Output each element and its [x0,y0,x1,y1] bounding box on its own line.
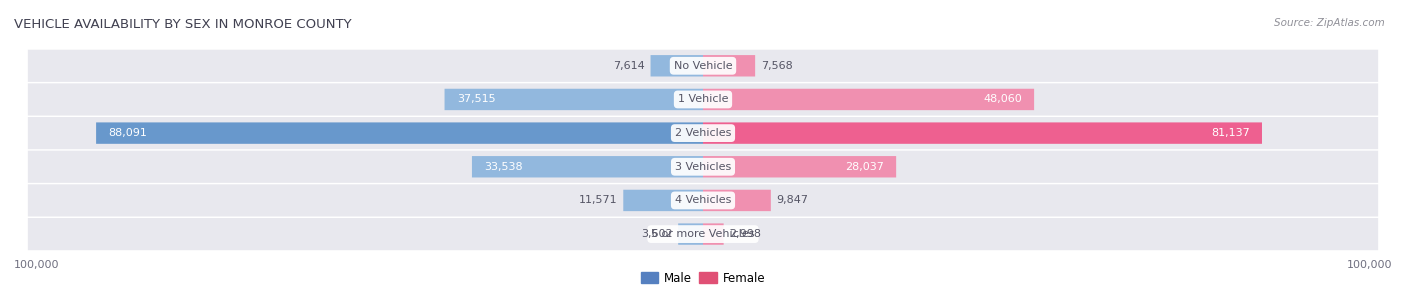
Text: 2,998: 2,998 [730,229,761,239]
Text: 1 Vehicle: 1 Vehicle [678,95,728,104]
Text: 37,515: 37,515 [457,95,495,104]
FancyBboxPatch shape [678,223,703,245]
FancyBboxPatch shape [703,223,724,245]
Text: 4 Vehicles: 4 Vehicles [675,196,731,205]
Text: 88,091: 88,091 [108,128,148,138]
Text: 11,571: 11,571 [579,196,617,205]
Text: 33,538: 33,538 [484,162,523,172]
FancyBboxPatch shape [703,55,755,76]
Text: 7,614: 7,614 [613,61,645,71]
FancyBboxPatch shape [28,151,1378,183]
FancyBboxPatch shape [472,156,703,177]
Text: 3,602: 3,602 [641,229,672,239]
Text: 3 Vehicles: 3 Vehicles [675,162,731,172]
Text: 100,000: 100,000 [1347,260,1392,270]
FancyBboxPatch shape [28,83,1378,116]
Text: No Vehicle: No Vehicle [673,61,733,71]
FancyBboxPatch shape [444,89,703,110]
Legend: Male, Female: Male, Female [636,267,770,289]
Text: 81,137: 81,137 [1211,128,1250,138]
Text: 48,060: 48,060 [983,95,1022,104]
Text: 7,568: 7,568 [761,61,793,71]
Text: 100,000: 100,000 [14,260,59,270]
FancyBboxPatch shape [28,184,1378,217]
Text: Source: ZipAtlas.com: Source: ZipAtlas.com [1274,18,1385,28]
Text: 2 Vehicles: 2 Vehicles [675,128,731,138]
FancyBboxPatch shape [703,122,1263,144]
Text: VEHICLE AVAILABILITY BY SEX IN MONROE COUNTY: VEHICLE AVAILABILITY BY SEX IN MONROE CO… [14,18,352,32]
FancyBboxPatch shape [28,50,1378,82]
Text: 9,847: 9,847 [776,196,808,205]
FancyBboxPatch shape [623,190,703,211]
Text: 28,037: 28,037 [845,162,884,172]
FancyBboxPatch shape [703,156,896,177]
FancyBboxPatch shape [96,122,703,144]
FancyBboxPatch shape [28,117,1378,149]
FancyBboxPatch shape [703,190,770,211]
FancyBboxPatch shape [28,218,1378,250]
FancyBboxPatch shape [651,55,703,76]
Text: 5 or more Vehicles: 5 or more Vehicles [651,229,755,239]
FancyBboxPatch shape [703,89,1033,110]
